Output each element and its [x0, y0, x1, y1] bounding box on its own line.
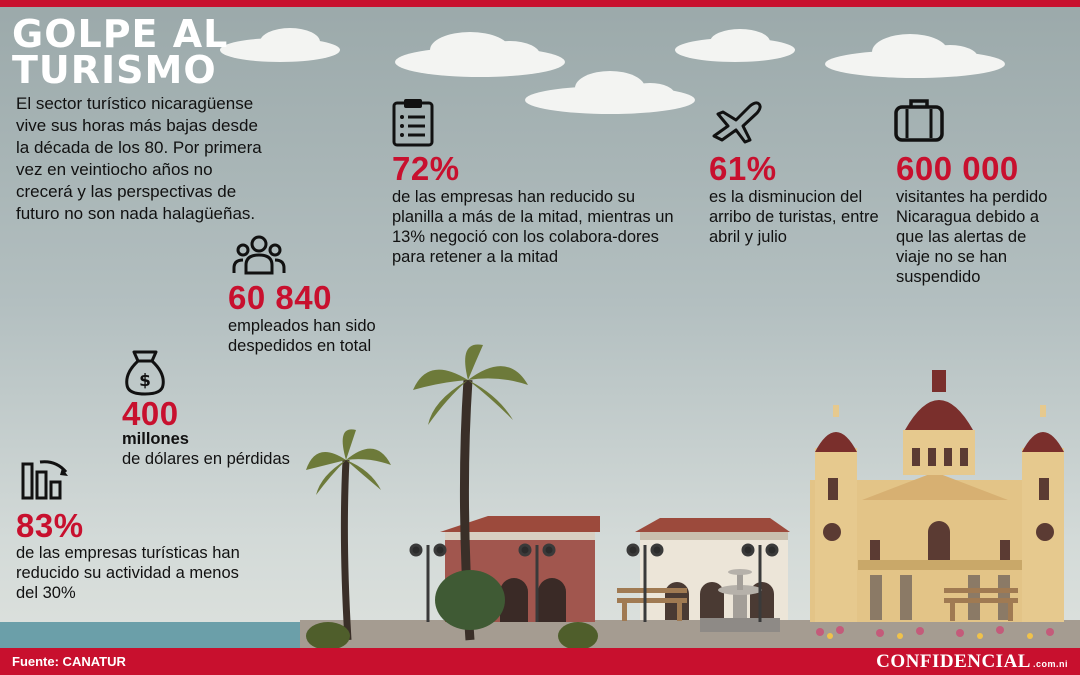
- stat-60840-text: empleados han sido despedidos en total: [228, 317, 376, 355]
- page-title: GOLPE AL TURISMO: [12, 12, 229, 92]
- plaza-ground: [300, 620, 1080, 648]
- airplane-icon: [712, 101, 762, 144]
- stat-600000-value: 600 000: [896, 150, 1019, 187]
- money-bag-icon: $: [125, 350, 165, 396]
- stat-83-value: 83%: [16, 507, 84, 544]
- bushes: [306, 570, 1054, 650]
- stat-61-value: 61%: [709, 150, 777, 187]
- stat-400-value: 400: [122, 395, 179, 432]
- lamp-posts: [409, 543, 779, 622]
- stat-83-text: de las empresas turísticas han reducido …: [16, 544, 240, 602]
- clipboard-icon: [392, 99, 434, 147]
- brand-name: CONFIDENCIAL: [876, 650, 1031, 672]
- source-label: Fuente: CANATUR: [12, 654, 126, 669]
- stat-400-unit: millones: [122, 430, 189, 448]
- cathedral: [810, 370, 1064, 622]
- stat-72-text: de las empresas han reducido su planilla…: [392, 188, 674, 266]
- benches: [617, 588, 1018, 621]
- colonial-house-left: [440, 516, 600, 622]
- people-icon: [232, 235, 286, 275]
- palm-trees: [306, 344, 528, 641]
- stat-60840-value: 60 840: [228, 279, 332, 316]
- sea: [0, 622, 330, 648]
- stat-400-text: de dólares en pérdidas: [122, 450, 290, 468]
- colonial-house-middle: [635, 518, 790, 620]
- stat-72-value: 72%: [392, 150, 460, 187]
- svg-text:$: $: [139, 371, 151, 391]
- stat-61-text: es la disminucion del arribo de turistas…: [709, 188, 879, 246]
- suitcase-icon: [894, 99, 944, 142]
- footer-bar: Fuente: CANATUR CONFIDENCIAL .com.ni: [0, 648, 1080, 675]
- stat-600000-text: visitantes ha perdido Nicaragua debido a…: [896, 188, 1048, 286]
- fountain: [700, 569, 780, 632]
- intro-paragraph: El sector turístico nicaragüense vive su…: [16, 94, 262, 223]
- brand-logo: CONFIDENCIAL .com.ni: [876, 651, 1068, 673]
- top-accent-bar: [0, 0, 1080, 7]
- clouds: [220, 28, 1005, 114]
- brand-domain: .com.ni: [1032, 658, 1068, 669]
- bar-decline-icon: [21, 460, 68, 500]
